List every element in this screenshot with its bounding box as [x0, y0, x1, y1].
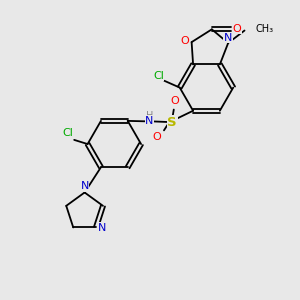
Text: N: N [224, 33, 232, 43]
Text: H: H [146, 110, 153, 121]
Text: N: N [80, 181, 89, 191]
Text: O: O [152, 132, 161, 142]
Text: O: O [233, 24, 242, 34]
Text: Cl: Cl [63, 128, 74, 138]
Text: O: O [170, 96, 179, 106]
Text: CH₃: CH₃ [256, 24, 274, 34]
Text: N: N [98, 223, 106, 233]
Text: N: N [145, 116, 154, 126]
Text: Cl: Cl [153, 71, 164, 81]
Text: O: O [181, 36, 189, 46]
Text: S: S [167, 116, 177, 128]
